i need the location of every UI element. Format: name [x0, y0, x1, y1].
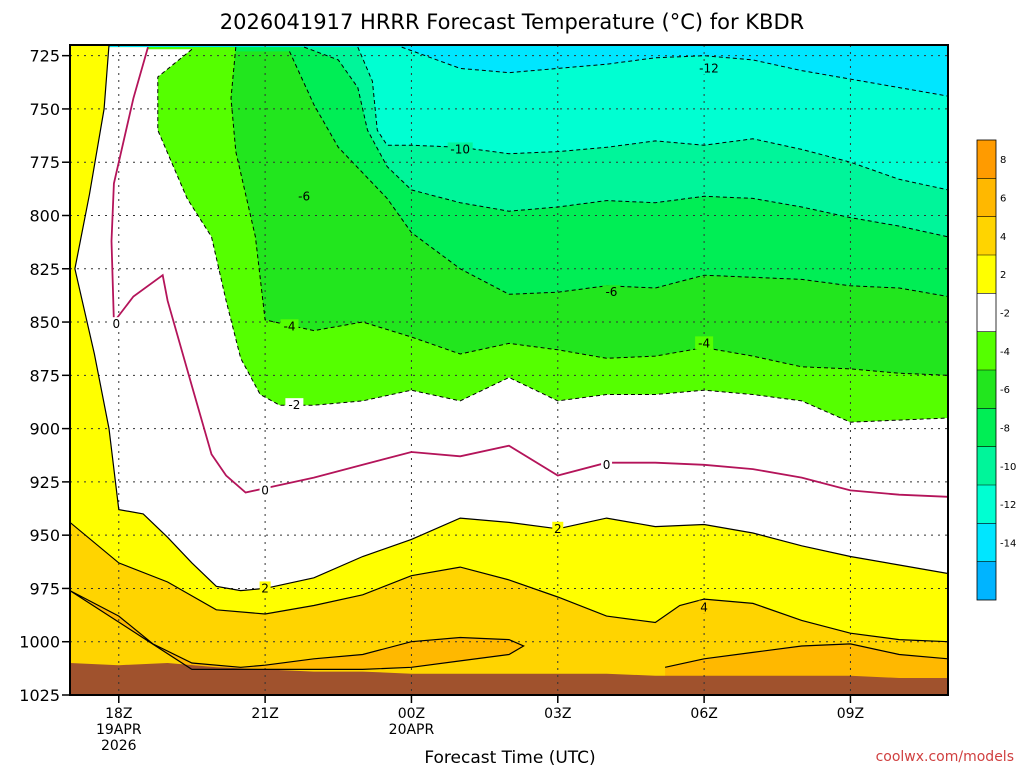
contour-label-bg — [259, 483, 271, 497]
contour-label: -6 — [605, 285, 617, 299]
colorbar-tick-label: -6 — [1000, 385, 1010, 396]
band-pocket-6 — [70, 590, 524, 670]
contour-label-bg — [280, 319, 299, 333]
credit-text: coolwx.com/models — [876, 749, 1014, 765]
y-axis-ticks: 725 750 775 800 825 850 875 900 925 950 975 1000 102… — [19, 47, 70, 705]
band-above-4 — [70, 522, 948, 695]
isotherm-6b — [664, 643, 948, 668]
colorbar-tick-label: 6 — [1000, 194, 1006, 205]
y-tick-label: 1000 — [19, 633, 60, 652]
colorbar-tick-label: 8 — [1000, 155, 1006, 166]
isotherm--10 — [357, 46, 948, 191]
contour-label: -2 — [288, 398, 300, 412]
y-tick-label: 850 — [29, 313, 60, 332]
y-tick-label: 725 — [29, 47, 60, 66]
colorbar-bin — [977, 408, 996, 447]
isotherm-6 — [70, 590, 525, 670]
isotherm-2 — [74, 45, 948, 592]
colorbar-bin — [977, 178, 996, 217]
contour-label: 4 — [700, 601, 708, 615]
colorbar-bin — [977, 561, 996, 600]
contour-label: 0 — [113, 317, 121, 331]
ground-below-surface — [70, 663, 948, 695]
x-tick-label: 21Z — [251, 706, 278, 722]
contour-label: 0 — [261, 483, 269, 497]
chart-title: 2026041917 HRRR Forecast Temperature (°C… — [220, 10, 804, 34]
colorbar-tick-label: -8 — [1000, 424, 1010, 435]
colorbar-tick-label: -4 — [1000, 347, 1010, 358]
colorbar-tick-label: 2 — [1000, 270, 1006, 281]
isotherm--8 — [303, 46, 948, 238]
x-tick-label: 09Z — [837, 706, 864, 722]
colorbar-bin — [977, 370, 996, 409]
x-axis-label: Forecast Time (UTC) — [424, 748, 595, 768]
colorbar-bin — [977, 293, 996, 332]
y-tick-label: 950 — [29, 526, 60, 545]
y-tick-label: 900 — [29, 420, 60, 439]
contour-label: -4 — [698, 336, 710, 350]
colorbar-tick-label: -2 — [1000, 309, 1010, 320]
contour-label: 2 — [554, 522, 562, 536]
contour-label-bg — [295, 189, 314, 203]
contour-label-bg — [602, 285, 621, 299]
x-tick-date: 19APR — [96, 722, 142, 738]
contour-label: -6 — [298, 189, 310, 203]
x-tick-label: 18Z — [105, 706, 132, 722]
isotherm-lines — [70, 45, 948, 670]
y-tick-label: 800 — [29, 206, 60, 225]
contour-label-bg — [447, 142, 473, 156]
contour-label-bg — [695, 336, 714, 350]
y-tick-label: 825 — [29, 260, 60, 279]
colorbar-tick-label: -10 — [1000, 462, 1016, 473]
contour-label: 2 — [261, 581, 269, 595]
contour-label-bg — [696, 61, 722, 75]
contour-label-bg — [285, 398, 304, 412]
temperature-fill-bands — [70, 45, 948, 695]
colorbar-bin — [977, 331, 996, 370]
contour-labels: -12 -10 -6 -6 -4 -4 -2 0 0 0 2 2 4 — [110, 61, 722, 615]
colorbar-bin — [977, 523, 996, 562]
x-tick-year: 2026 — [101, 738, 137, 754]
contour-label-bg — [601, 457, 613, 471]
colorbar-tick-label: 4 — [1000, 232, 1006, 243]
y-tick-label: 750 — [29, 100, 60, 119]
x-tick-label: 06Z — [690, 706, 717, 722]
band-above-2 — [70, 45, 948, 695]
plot-frame — [69, 44, 949, 696]
y-tick-label: 775 — [29, 153, 60, 172]
colorbar-tick-label: -12 — [1000, 500, 1016, 511]
y-tick-label: 975 — [29, 579, 60, 598]
isotherm--6 — [289, 51, 948, 297]
contour-label: 0 — [603, 458, 611, 472]
x-tick-label: 03Z — [544, 706, 571, 722]
isotherm-4 — [70, 521, 948, 643]
contour-label-bg — [259, 581, 271, 595]
y-tick-label: 875 — [29, 366, 60, 385]
colorbar: 8 6 4 2 -2 -4 -6 -8 -10 -12 -14 — [976, 139, 1016, 601]
colorbar-bin — [977, 485, 996, 524]
contour-label: -4 — [284, 319, 296, 333]
colorbar-bin — [977, 446, 996, 485]
colorbar-bin — [977, 140, 996, 179]
y-tick-label: 925 — [29, 473, 60, 492]
colorbar-tick-label: -14 — [1000, 539, 1016, 550]
contour-label-bg — [110, 317, 122, 331]
contour-label-bg — [698, 600, 710, 614]
y-tick-label: 1025 — [19, 686, 60, 705]
ground-area — [70, 663, 948, 695]
isotherm-0 — [110, 46, 948, 498]
x-tick-label: 00Z — [398, 706, 425, 722]
isotherm--4 — [230, 47, 948, 376]
contour-label: -10 — [450, 142, 470, 156]
x-tick-date: 20APR — [389, 722, 435, 738]
colorbar-bin — [977, 255, 996, 294]
contour-label: -12 — [699, 61, 719, 75]
colorbar-bin — [977, 216, 996, 255]
isotherm--12 — [401, 46, 948, 97]
contour-label-bg — [552, 521, 564, 535]
